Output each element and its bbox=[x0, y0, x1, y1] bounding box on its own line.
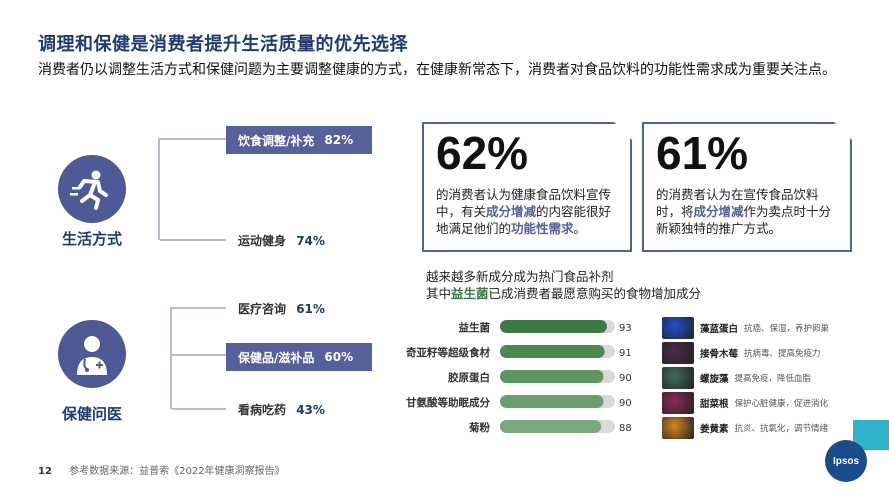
item-percent: 61% bbox=[296, 302, 325, 316]
bar-value-label: 90 bbox=[619, 398, 632, 409]
ingredient-name: 姜黄素 bbox=[700, 423, 729, 435]
source-note: 参考数据来源：益普索《2022年健康洞察报告》 bbox=[69, 466, 285, 477]
item-label: 运动健身 bbox=[238, 234, 287, 248]
ingredient-description: 抗炎、抗氧化，调节情绪 bbox=[734, 423, 829, 434]
bar-value-label: 91 bbox=[619, 348, 632, 359]
tree-connector bbox=[172, 354, 226, 356]
stat-value: 62% bbox=[436, 127, 529, 179]
item-see-doctor: 看病吃药 43% bbox=[238, 401, 325, 418]
bar-category-label: 甘氨酸等助眠成分 bbox=[406, 396, 490, 409]
tree-connector bbox=[170, 307, 172, 409]
stat-text: 的消费者认为在宣传食品饮料时，将成分增减作为卖点时十分新颖独特的推广方式。 bbox=[656, 186, 838, 237]
page-title: 调理和保健是消费者提升生活质量的优先选择 bbox=[38, 34, 408, 55]
stat-text-part: 。 bbox=[573, 221, 587, 236]
ingredient-item: 藻蓝蛋白 抗癌、保湿，养护卵巢 bbox=[662, 315, 862, 340]
ipsos-logo: Ipsos bbox=[825, 440, 867, 482]
ingredient-description: 保护心脏健康，促进消化 bbox=[734, 398, 829, 409]
stat-highlight: 功能性需求 bbox=[511, 221, 574, 236]
spirulina-icon bbox=[662, 366, 694, 389]
item-percent: 74% bbox=[296, 234, 325, 248]
bar-category-label: 益生菌 bbox=[459, 321, 491, 334]
bar bbox=[500, 395, 604, 408]
heading-text-part: 已成消费者最愿意购买的食物增加成分 bbox=[488, 286, 702, 301]
ingredient-item: 接骨木莓 抗病毒、提高免疫力 bbox=[662, 340, 862, 365]
bar bbox=[500, 420, 602, 433]
item-percent: 60% bbox=[324, 350, 354, 364]
bar-category-label: 胶原蛋白 bbox=[448, 371, 490, 384]
beetroot-icon bbox=[662, 391, 694, 414]
ingredient-name: 甜菜根 bbox=[700, 398, 729, 410]
bar-category-label: 奇亚籽等超级食材 bbox=[406, 346, 490, 359]
ingredient-item: 甜菜根 保护心脏健康，促进消化 bbox=[662, 390, 862, 415]
heading-highlight: 益生菌 bbox=[451, 286, 489, 301]
footer: 12 参考数据来源：益普索《2022年健康洞察报告》 bbox=[38, 462, 285, 477]
category-label-healthcare: 保健问医 bbox=[61, 405, 122, 423]
stat-highlight: 成分增减 bbox=[693, 204, 744, 219]
bar-heading-line1: 越来越多新成分成为热门食品补剂 bbox=[426, 269, 614, 284]
tree-connector bbox=[160, 138, 226, 140]
ingredient-list: 藻蓝蛋白 抗癌、保湿，养护卵巢 接骨木莓 抗病毒、提高免疫力 螺旋藻 提高免疫，降低血脂甜… bbox=[662, 315, 862, 440]
stat-text-part: 的内容能很好地满足他们的 bbox=[436, 204, 612, 236]
tree-connector bbox=[172, 408, 226, 410]
bar-value-label: 93 bbox=[619, 323, 632, 334]
elderberry-icon bbox=[662, 341, 694, 364]
ingredient-description: 提高免疫，降低血脂 bbox=[734, 373, 812, 384]
stat-card-62: 62% 的消费者认为健康食品饮料宣传中，有关成分增减的内容能很好地满足他们的功能… bbox=[422, 122, 632, 252]
tree-connector bbox=[172, 307, 226, 309]
spirulina-powder-icon bbox=[662, 316, 694, 339]
bar bbox=[500, 370, 604, 383]
ingredient-item: 螺旋藻 提高免疫，降低血脂 bbox=[662, 365, 862, 390]
item-label: 医疗咨询 bbox=[238, 302, 287, 316]
ingredient-name: 接骨木莓 bbox=[700, 348, 739, 360]
item-fitness: 运动健身 74% bbox=[238, 232, 325, 249]
bar-category-label: 菊粉 bbox=[468, 421, 490, 434]
page-number: 12 bbox=[38, 466, 52, 477]
stat-text-part: 的消费者认为健康食品饮料宣传中，有关 bbox=[436, 187, 612, 219]
ingredient-description: 抗癌、保湿，养护卵巢 bbox=[744, 323, 830, 334]
bar-section-heading: 越来越多新成分成为热门食品补剂 其中益生菌已成消费者最愿意购买的食物增加成分 bbox=[426, 268, 701, 302]
stat-value: 61% bbox=[656, 127, 749, 179]
stat-text-part: 作为卖点时十分新颖独特的推广方式。 bbox=[656, 204, 832, 236]
bar bbox=[500, 345, 605, 358]
tree-connector bbox=[160, 239, 226, 241]
ingredient-item: 姜黄素 抗炎、抗氧化，调节情绪 bbox=[662, 415, 862, 440]
ingredient-description: 抗病毒、提高免疫力 bbox=[744, 348, 821, 359]
stat-text: 的消费者认为健康食品饮料宣传中，有关成分增减的内容能很好地满足他们的功能性需求。 bbox=[436, 186, 618, 237]
item-diet-adjustment: 饮食调整/补充 82% bbox=[226, 126, 372, 154]
bar-heading-line2: 其中益生菌已成消费者最愿意购买的食物增加成分 bbox=[426, 285, 701, 302]
tree-connector bbox=[158, 138, 160, 240]
item-percent: 43% bbox=[296, 403, 325, 417]
ingredient-bar-chart: 益生菌 93 奇亚籽等超级食材 91 胶原蛋白 90 甘氨酸等助眠成分 90 菊粉 88 bbox=[406, 320, 632, 434]
card-fold bbox=[614, 122, 632, 140]
item-medical-consult: 医疗咨询 61% bbox=[238, 300, 325, 317]
stat-card-61: 61% 的消费者认为在宣传食品饮料时，将成分增减作为卖点时十分新颖独特的推广方式… bbox=[642, 122, 852, 252]
card-fold bbox=[834, 122, 852, 140]
page-subtitle: 消费者仍以调整生活方式和保健问题为主要调整健康的方式，在健康新常态下，消费者对食… bbox=[38, 62, 836, 78]
stat-highlight: 成分增减 bbox=[486, 204, 537, 219]
bar-value-label: 88 bbox=[619, 423, 632, 434]
bar-value-label: 90 bbox=[619, 373, 632, 384]
stat-text-part: 的消费者认为在宣传食品饮料时，将 bbox=[656, 187, 819, 219]
ingredient-name: 藻蓝蛋白 bbox=[700, 323, 739, 335]
item-label: 饮食调整/补充 bbox=[238, 133, 315, 148]
item-supplements: 保健品/滋补品 60% bbox=[226, 343, 372, 371]
bar bbox=[500, 320, 607, 333]
category-label-lifestyle: 生活方式 bbox=[61, 230, 122, 248]
item-label: 保健品/滋补品 bbox=[238, 350, 315, 365]
item-label: 看病吃药 bbox=[238, 403, 287, 417]
running-person-icon bbox=[58, 155, 126, 223]
heading-text-part: 其中 bbox=[426, 286, 452, 301]
turmeric-icon bbox=[662, 416, 694, 439]
item-percent: 82% bbox=[324, 133, 354, 147]
ingredient-name: 螺旋藻 bbox=[700, 373, 729, 385]
doctor-icon bbox=[58, 320, 126, 388]
